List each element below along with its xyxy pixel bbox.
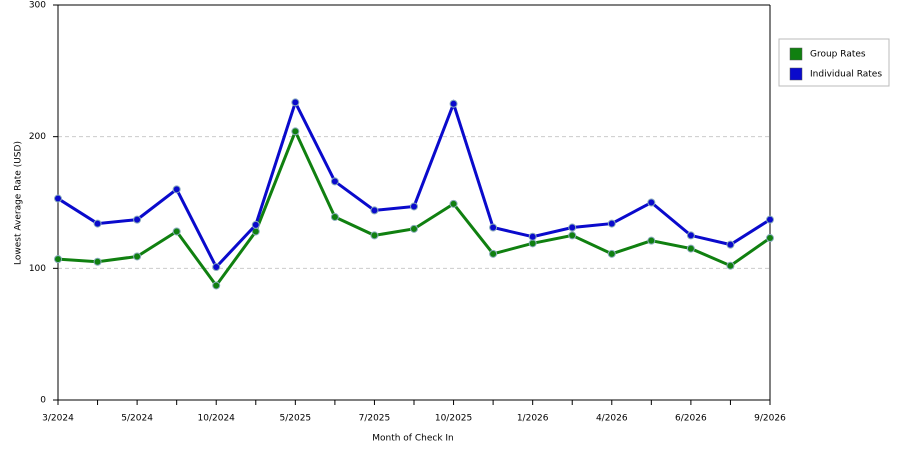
point [370, 231, 379, 240]
y-tick-label: 100 [29, 264, 46, 274]
point [172, 227, 181, 236]
point [251, 220, 260, 229]
point [686, 244, 695, 253]
point [330, 177, 339, 186]
point [449, 99, 458, 108]
x-tick-label: 1/2026 [517, 414, 549, 424]
y-tick-label: 0 [40, 396, 46, 406]
point [726, 240, 735, 249]
point [330, 212, 339, 221]
point [54, 194, 62, 203]
point [54, 255, 62, 264]
point [291, 98, 300, 107]
x-tick-label: 7/2025 [359, 414, 391, 424]
point [489, 223, 498, 232]
x-tick-label: 5/2025 [279, 414, 311, 424]
point [568, 231, 577, 240]
point [212, 263, 221, 272]
x-tick-label: 10/2024 [198, 414, 236, 424]
point [766, 215, 774, 224]
y-tick-label: 300 [29, 1, 46, 11]
point [528, 239, 537, 248]
y-tick-label: 200 [29, 132, 46, 142]
point [489, 249, 498, 258]
x-tick-label: 3/2024 [42, 414, 74, 424]
point [93, 219, 102, 228]
point [607, 219, 616, 228]
point [410, 202, 418, 211]
point [133, 215, 142, 224]
point [449, 199, 458, 208]
point [410, 224, 418, 233]
point [291, 127, 300, 136]
point [647, 236, 656, 245]
point [607, 249, 616, 258]
x-axis-label: Month of Check In [372, 434, 454, 444]
point [647, 198, 656, 207]
x-tick-label: 5/2024 [121, 414, 153, 424]
x-tick-label: 4/2026 [596, 414, 628, 424]
point [370, 206, 379, 215]
point [528, 232, 537, 241]
point [686, 231, 695, 240]
legend-label: Individual Rates [810, 70, 882, 80]
legend-swatch [789, 47, 803, 61]
point [766, 234, 774, 243]
y-axis-label: Lowest Average Rate (USD) [14, 141, 24, 265]
point [93, 257, 102, 266]
point [726, 261, 735, 270]
x-tick-label: 10/2025 [435, 414, 472, 424]
x-tick-label: 6/2026 [675, 414, 707, 424]
point [133, 252, 142, 261]
point [568, 223, 577, 232]
point [212, 281, 221, 290]
x-tick-label: 9/2026 [754, 414, 786, 424]
legend-swatch [789, 67, 803, 81]
point [172, 185, 181, 194]
legend-label: Group Rates [810, 50, 866, 60]
